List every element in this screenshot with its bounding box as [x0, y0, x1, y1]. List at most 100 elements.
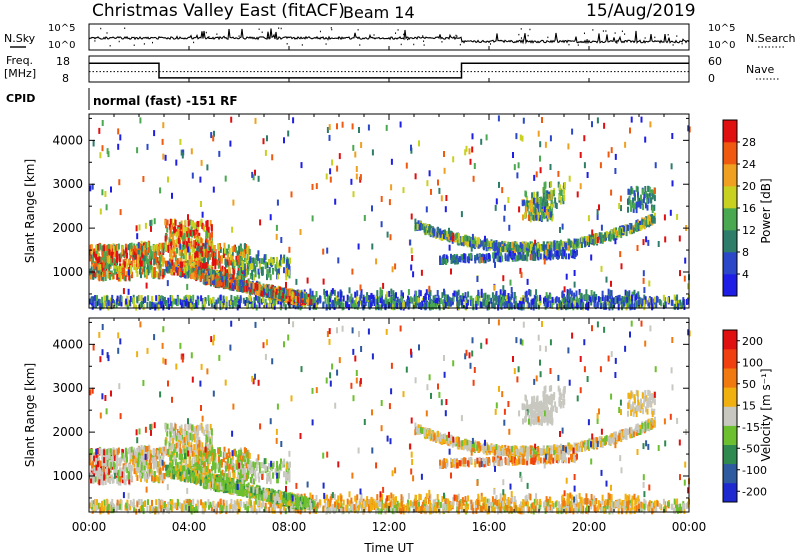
power-cell [167, 244, 170, 251]
power-cell [436, 298, 439, 304]
power-cell [299, 292, 302, 299]
power-cell [143, 266, 146, 273]
power-cell [331, 288, 334, 295]
power-cell [120, 300, 123, 307]
power-cell [458, 256, 461, 262]
power-cell [552, 253, 555, 260]
power-cell [599, 162, 602, 169]
power-cell [138, 224, 141, 231]
power-cell [252, 257, 255, 264]
power-cell [537, 212, 540, 219]
power-cell [591, 229, 594, 236]
power-cell [385, 124, 388, 131]
power-cell [651, 189, 654, 196]
power-cell [600, 224, 603, 231]
power-cell [209, 219, 212, 226]
power-cell [211, 274, 214, 281]
power-cell [444, 294, 447, 300]
power-cell [410, 213, 413, 220]
power-cell [219, 243, 221, 250]
power-cell [498, 242, 501, 249]
power-cell [123, 261, 126, 268]
power-cell [375, 304, 377, 311]
power-cell [586, 294, 589, 300]
power-cell [502, 275, 505, 282]
power-cell [478, 253, 481, 259]
beam-label: Beam 14 [343, 3, 415, 22]
power-cell [196, 231, 199, 238]
power-cell [508, 224, 511, 231]
power-cell [126, 303, 129, 310]
power-cell [145, 255, 148, 262]
power-cell [329, 304, 331, 311]
power-cell [380, 196, 383, 202]
power-cell [361, 300, 364, 307]
freq-label: Freq. [6, 54, 33, 67]
power-cell [131, 271, 134, 278]
power-cell [412, 271, 415, 278]
power-cell [441, 292, 444, 299]
power-cell [543, 254, 546, 261]
power-cell [253, 285, 256, 292]
power-cell [147, 269, 150, 276]
power-cell [243, 277, 245, 284]
power-cell [534, 203, 537, 210]
nsearch-dot [301, 44, 303, 46]
power-cell [482, 293, 485, 300]
power-cell [536, 202, 539, 208]
power-cell [578, 289, 581, 295]
power-cell [264, 298, 267, 305]
power-cell [224, 302, 227, 309]
power-cell [630, 116, 633, 123]
power-cell [643, 304, 646, 311]
power-cell [490, 297, 493, 304]
power-cell [580, 299, 583, 306]
power-cell [193, 229, 196, 236]
power-cell [549, 300, 552, 307]
power-cell [89, 250, 91, 257]
power-cell [260, 266, 263, 273]
power-cell [241, 274, 244, 280]
power-cell [230, 254, 232, 261]
nsearch-dot [109, 44, 111, 47]
power-cell [148, 245, 151, 252]
power-cell [208, 279, 211, 285]
power-cell [121, 267, 124, 274]
power-cell [571, 249, 574, 256]
power-cell [301, 292, 303, 299]
power-cell [257, 175, 260, 182]
power-cell [503, 293, 506, 300]
power-cell [497, 246, 500, 253]
power-cell [196, 269, 199, 276]
power-cell [547, 194, 550, 201]
power-cell [548, 211, 551, 218]
power-cell [364, 300, 367, 306]
power-cell [147, 247, 150, 254]
power-cell [631, 303, 634, 310]
power-cell [115, 250, 118, 257]
power-cell [201, 211, 204, 218]
power-cell [245, 270, 248, 277]
power-cell [233, 245, 235, 252]
power-cell [164, 219, 167, 226]
power-cell [190, 225, 193, 232]
power-cell [559, 227, 561, 233]
power-cell [390, 184, 393, 191]
power-cell [528, 302, 531, 309]
power-cell [526, 205, 529, 212]
power-cell [472, 303, 475, 310]
power-cell [97, 264, 100, 271]
power-cell [231, 250, 234, 257]
power-cell [132, 254, 135, 261]
power-cell [264, 261, 267, 268]
power-cell [539, 141, 542, 148]
power-cell [613, 227, 616, 234]
power-cell [639, 197, 641, 204]
power-cell [418, 140, 420, 147]
power-cell [254, 271, 257, 278]
power-cell [348, 304, 350, 311]
power-cell [177, 233, 180, 240]
nsearch-dot [672, 44, 674, 46]
power-cell [196, 257, 199, 264]
power-cell [528, 289, 531, 296]
